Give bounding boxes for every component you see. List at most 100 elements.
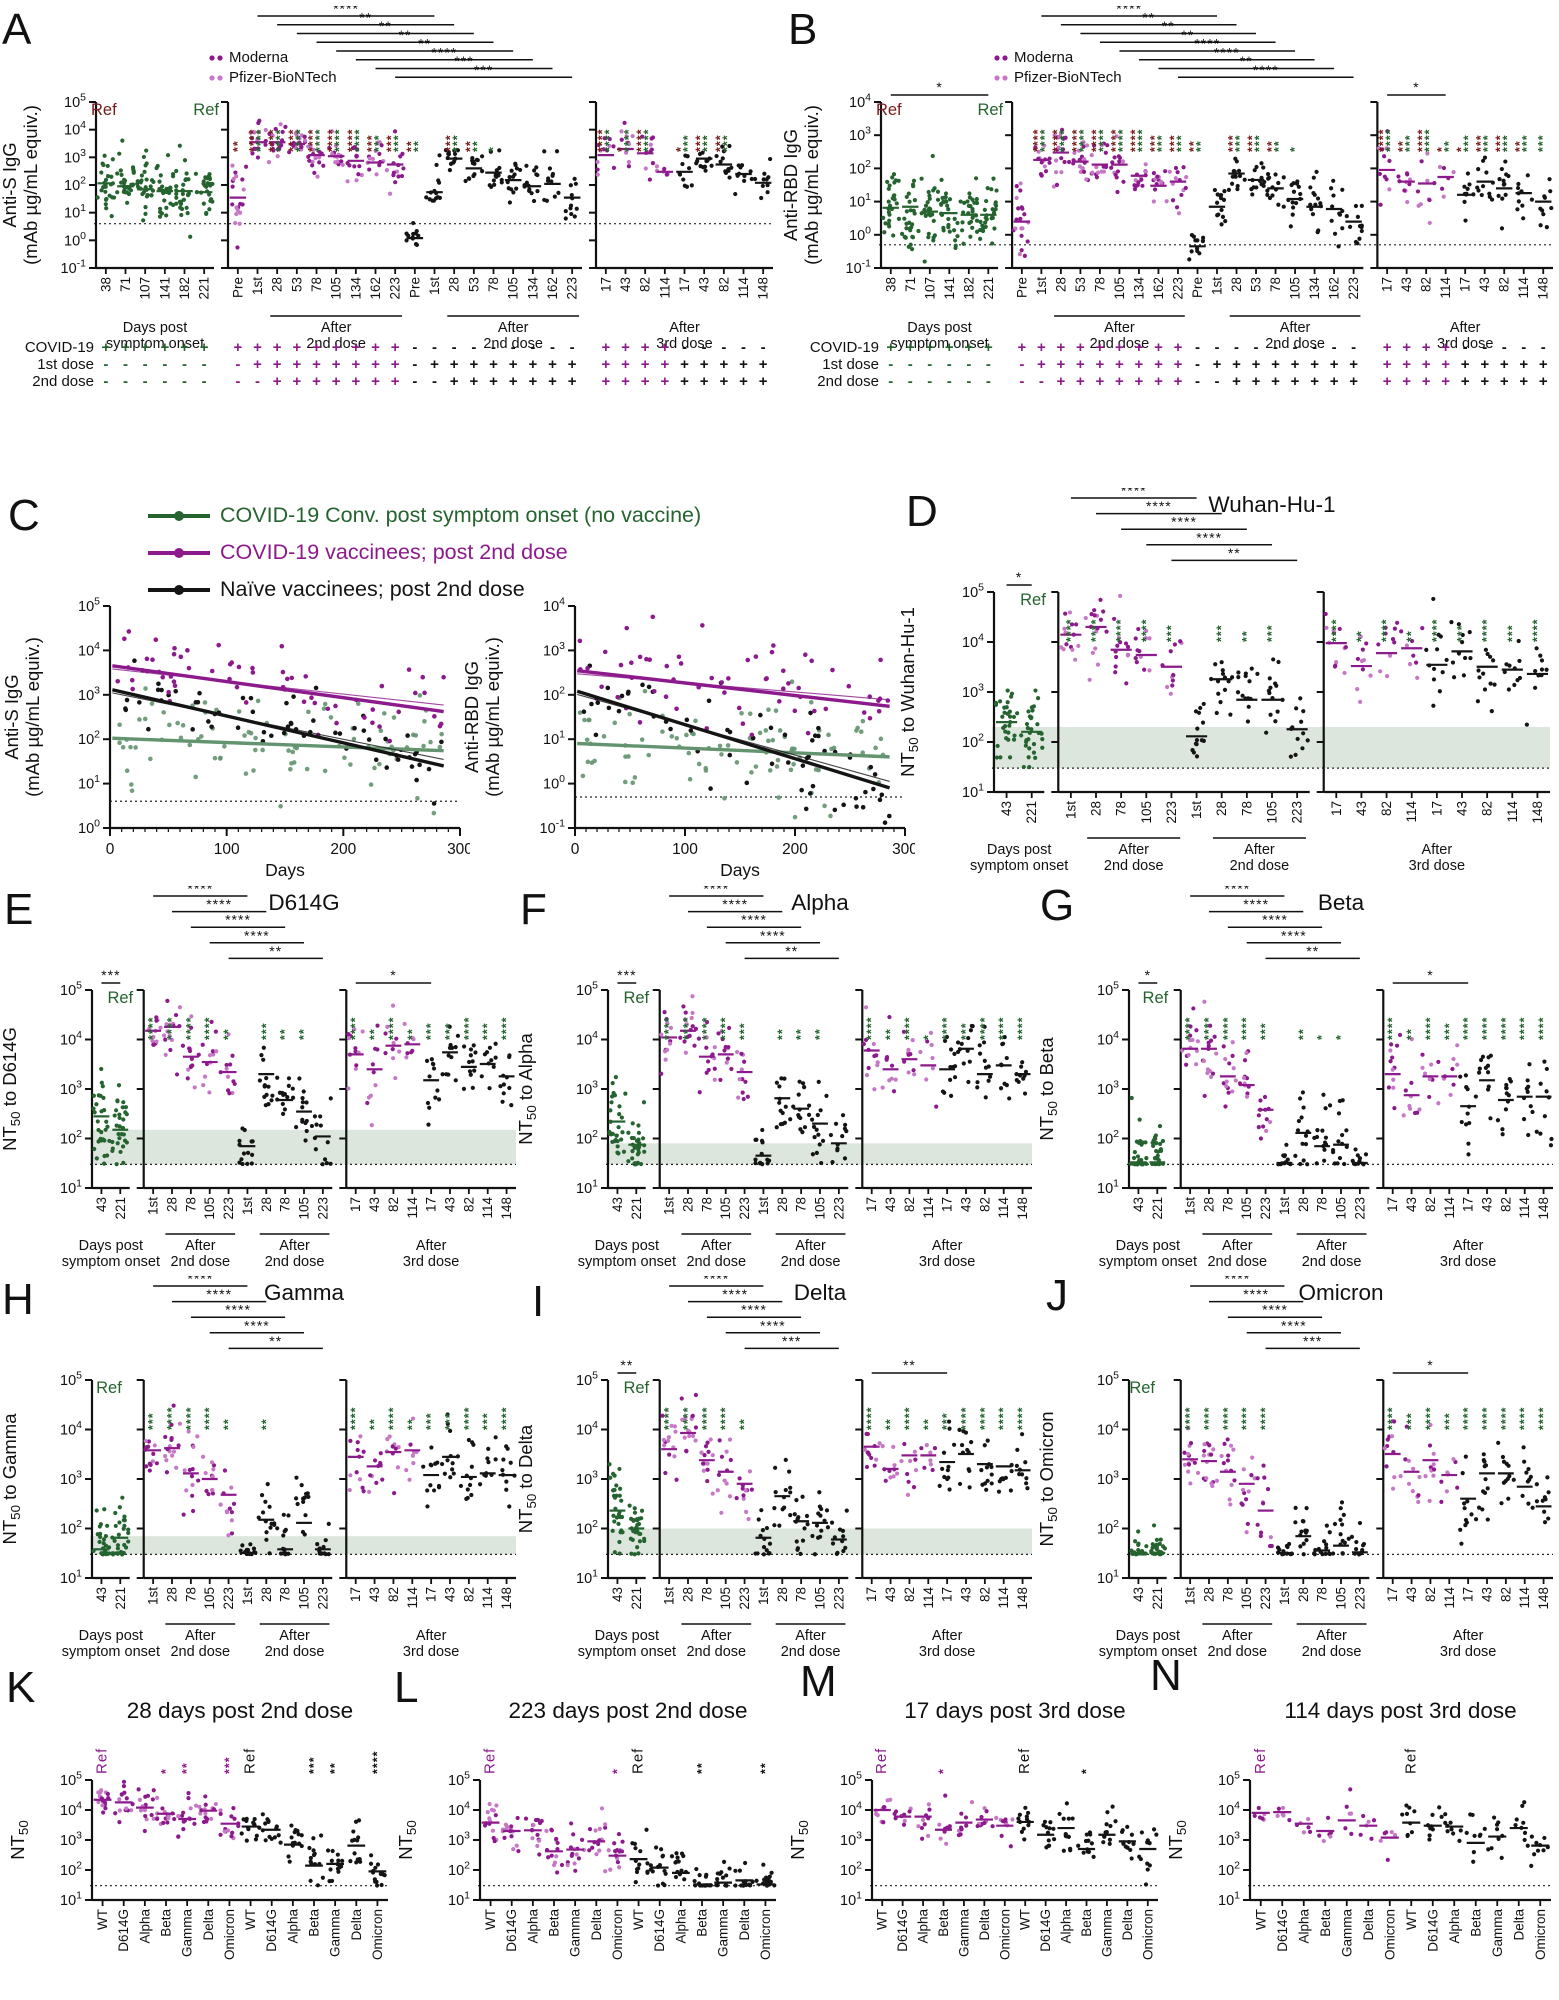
group-label: 3rd dose bbox=[1409, 858, 1465, 874]
x-tick-label: Alpha bbox=[285, 1909, 300, 1944]
svg-text:-: - bbox=[1039, 373, 1044, 390]
x-tick-label: 43 bbox=[367, 1587, 382, 1602]
group-label: symptom onset bbox=[890, 336, 988, 352]
svg-text:10-1: 10-1 bbox=[540, 818, 566, 838]
x-tick-label: 223 bbox=[565, 277, 580, 300]
col-221 bbox=[978, 176, 999, 246]
significance-stack: **** bbox=[203, 1407, 217, 1430]
svg-text:-: - bbox=[123, 373, 128, 390]
group-label: After bbox=[669, 320, 700, 336]
col-78 bbox=[1235, 666, 1260, 724]
col-Pre bbox=[230, 163, 249, 250]
svg-text:*: * bbox=[1413, 79, 1419, 95]
x-tick-label: 223 bbox=[1170, 277, 1185, 300]
x-tick-label: 82 bbox=[902, 1587, 917, 1602]
x-tick-label: 141 bbox=[157, 277, 172, 300]
svg-text:+: + bbox=[1539, 356, 1548, 373]
x-tick-label: Gamma bbox=[568, 1909, 583, 1958]
significance-stack: *** bbox=[1215, 624, 1229, 642]
significance-stack: * bbox=[1315, 1034, 1329, 1040]
significance-stack: **** bbox=[902, 1407, 916, 1430]
x-tick-label: Omicron bbox=[370, 1909, 385, 1960]
group-label: 2nd dose bbox=[1207, 1644, 1267, 1660]
y-axis-label: NT50 to Gamma bbox=[0, 1413, 23, 1545]
svg-text:+: + bbox=[1271, 356, 1280, 373]
significance-stack: * bbox=[674, 146, 688, 152]
svg-text:-: - bbox=[202, 373, 207, 390]
significance-stack: **** bbox=[1537, 1017, 1551, 1040]
significance-stack: **** bbox=[306, 129, 320, 152]
col-43 bbox=[1128, 1095, 1149, 1167]
reference-band bbox=[606, 1528, 1032, 1555]
x-tick-label: Alpha bbox=[1296, 1909, 1311, 1944]
svg-text:-: - bbox=[1019, 356, 1024, 373]
significance-stack: ** bbox=[222, 1028, 236, 1040]
significance-stack: **** bbox=[254, 129, 268, 152]
panel-G: 101 102 103 104 105 43 221 Days post symptom ons… bbox=[1036, 881, 1559, 1293]
x-tick-label: 1st bbox=[240, 1587, 255, 1605]
x-tick-label: 221 bbox=[1150, 1587, 1165, 1610]
significance-stack: *** bbox=[365, 134, 379, 152]
col-134 bbox=[522, 163, 540, 204]
svg-text:-: - bbox=[570, 339, 575, 356]
group-label: 3rd dose bbox=[656, 336, 712, 352]
x-tick-label: 105 bbox=[1139, 801, 1154, 824]
significance-stack: *** bbox=[481, 1412, 495, 1430]
svg-text:-: - bbox=[550, 339, 555, 356]
col-82 bbox=[979, 1438, 994, 1492]
x-tick-label: 223 bbox=[1164, 801, 1179, 824]
col-148 bbox=[498, 1053, 514, 1108]
col-78 bbox=[306, 144, 326, 179]
x-tick-label: WT bbox=[95, 1909, 110, 1930]
svg-text:****: **** bbox=[206, 896, 232, 912]
svg-text:+: + bbox=[253, 339, 262, 356]
svg-text:+: + bbox=[906, 339, 915, 356]
significance-stack: **** bbox=[602, 129, 616, 152]
significance-stack: * bbox=[487, 146, 501, 152]
col-114 bbox=[1399, 626, 1425, 680]
panel-I: 101 102 103 104 105 43 221 Days post symptom ons… bbox=[515, 1271, 1038, 1683]
significance-stack: *** bbox=[1481, 134, 1495, 152]
svg-text:+: + bbox=[660, 356, 669, 373]
col-105 bbox=[715, 1437, 733, 1515]
group-label: After bbox=[1453, 1238, 1484, 1254]
col-105 bbox=[293, 1076, 315, 1143]
x-tick-label: 43 bbox=[1131, 1587, 1146, 1602]
svg-text:+: + bbox=[312, 339, 321, 356]
x-tick-label: Gamma bbox=[956, 1909, 971, 1958]
significance-stack: ** bbox=[470, 140, 484, 152]
significance-stack: **** bbox=[681, 1017, 695, 1040]
significance-stack: **** bbox=[1240, 1017, 1254, 1040]
col-Alpha bbox=[136, 1787, 156, 1834]
col-141 bbox=[154, 153, 176, 219]
x-tick-label: 105 bbox=[297, 1587, 312, 1610]
significance-stack: **** bbox=[997, 1017, 1011, 1040]
x-tick-label: 114 bbox=[1438, 277, 1453, 299]
y-axis-label: NT50 to Beta bbox=[1037, 1037, 1060, 1141]
col-223 bbox=[1160, 639, 1184, 696]
significance-stack: Ref bbox=[1402, 1748, 1419, 1774]
svg-text:-: - bbox=[741, 339, 746, 356]
panel-title: Gamma bbox=[264, 1280, 345, 1305]
col-Alpha bbox=[669, 1851, 689, 1882]
svg-text:104: 104 bbox=[78, 640, 100, 660]
svg-text:+: + bbox=[1017, 339, 1026, 356]
col-223 bbox=[1167, 165, 1189, 216]
panel-title: Omicron bbox=[1298, 1280, 1383, 1305]
svg-text:+: + bbox=[1174, 356, 1183, 373]
x-tick-label: D614G bbox=[1038, 1909, 1053, 1952]
col-223 bbox=[1349, 1520, 1367, 1557]
group-label: After bbox=[416, 1238, 447, 1254]
col-105 bbox=[1286, 179, 1303, 229]
col-148 bbox=[752, 156, 773, 201]
col-43 bbox=[365, 1023, 380, 1128]
svg-text:****: **** bbox=[722, 896, 748, 912]
svg-text:+: + bbox=[141, 339, 150, 356]
col-Omicron bbox=[1529, 1834, 1550, 1868]
svg-text:+: + bbox=[1037, 339, 1046, 356]
svg-text:+: + bbox=[1383, 373, 1392, 390]
col-43 bbox=[619, 120, 635, 169]
x-tick-label: 17 bbox=[940, 1197, 955, 1212]
svg-text:+: + bbox=[548, 356, 557, 373]
svg-text:+: + bbox=[332, 339, 341, 356]
